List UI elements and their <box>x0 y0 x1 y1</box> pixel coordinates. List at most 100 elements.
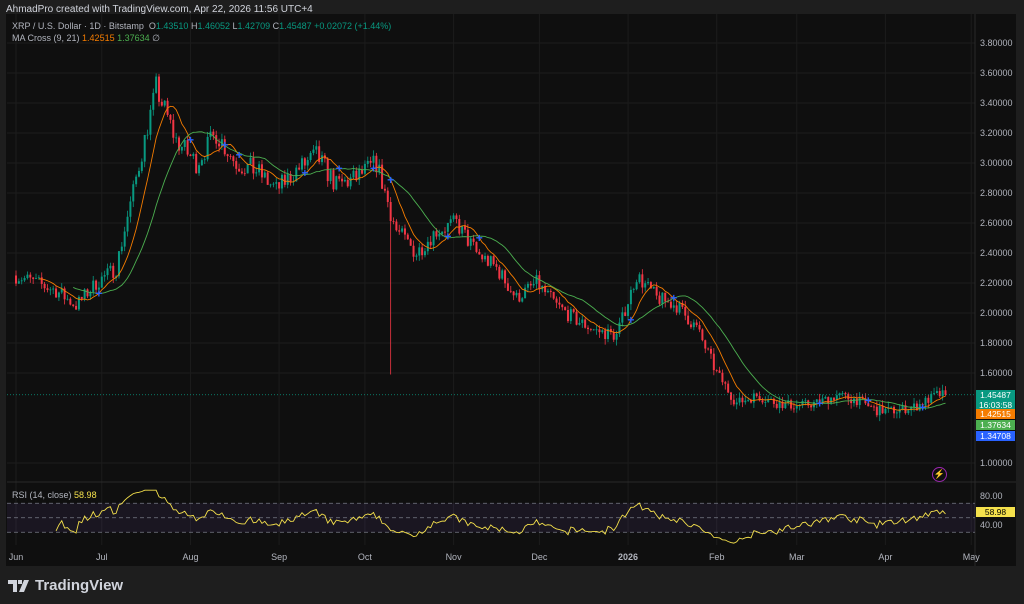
candle-body <box>438 234 441 237</box>
ma-cross-marker: + <box>387 173 394 187</box>
candle-body <box>149 109 152 135</box>
candle-body <box>598 329 601 333</box>
candle-body <box>852 398 855 404</box>
candle-body <box>412 245 415 257</box>
candle-body <box>870 406 873 408</box>
x-tick-label: Oct <box>358 552 373 562</box>
candle-body <box>778 401 781 408</box>
candle-body <box>455 215 458 220</box>
y-tick-label: 2.60000 <box>980 218 1013 228</box>
candle-body <box>569 309 572 322</box>
candle-body <box>272 183 275 185</box>
candle-body <box>135 176 138 185</box>
candle-body <box>175 137 178 139</box>
candle-body <box>46 288 49 290</box>
candle-body <box>704 340 707 349</box>
candle-body <box>355 170 358 180</box>
candle-body <box>632 289 635 291</box>
candle-body <box>772 398 775 404</box>
candle-body <box>489 256 492 266</box>
candle-body <box>775 403 778 408</box>
candle-body <box>386 190 389 202</box>
candle-body <box>143 134 146 162</box>
candle-body <box>392 221 395 222</box>
candle-body <box>129 201 132 217</box>
candle-body <box>509 290 512 292</box>
candle-body <box>644 283 647 288</box>
candle-body <box>901 405 904 410</box>
candle-body <box>286 174 289 185</box>
candle-body <box>103 275 106 277</box>
lightning-icon[interactable]: ⚡ <box>932 467 947 482</box>
candle-body <box>263 172 266 178</box>
candle-body <box>186 140 189 155</box>
candle-body <box>369 160 372 163</box>
candle-body <box>858 396 861 406</box>
candle-body <box>137 170 140 177</box>
y-tick-label: 3.20000 <box>980 128 1013 138</box>
candle-body <box>238 168 241 172</box>
candle-body <box>935 391 938 394</box>
candle-body <box>301 158 303 170</box>
ma-cross-marker: + <box>221 138 228 152</box>
low-value: 1.42709 <box>237 21 271 31</box>
candle-body <box>72 304 75 306</box>
y-tick-label: 3.40000 <box>980 98 1013 108</box>
ma-label: MA Cross (9, 21) <box>12 33 80 43</box>
candle-body <box>587 327 589 330</box>
candle-body <box>60 288 63 293</box>
candle-body <box>17 281 20 284</box>
candle-body <box>401 228 404 232</box>
candle-body <box>747 400 750 401</box>
candle-body <box>461 225 464 234</box>
ma-slow-line <box>73 131 946 409</box>
candle-body <box>63 288 66 300</box>
candle-body <box>941 390 944 397</box>
candle-body <box>40 277 43 284</box>
candle-body <box>904 405 907 414</box>
rsi-legend[interactable]: RSI (14, close) 58.98 <box>12 490 97 500</box>
candle-body <box>501 270 504 279</box>
x-tick-label: Dec <box>531 552 548 562</box>
candle-body <box>841 393 844 394</box>
candle-body <box>844 393 847 394</box>
candle-body <box>830 397 833 404</box>
candle-body <box>881 405 884 414</box>
candle-body <box>37 277 40 279</box>
candle-body <box>810 405 813 408</box>
candle-body <box>804 400 807 402</box>
candle-body <box>752 393 755 403</box>
ma-cross-marker: + <box>919 401 926 415</box>
candle-body <box>126 216 129 232</box>
candle-body <box>701 329 704 341</box>
candle-body <box>546 290 549 293</box>
candle-body <box>200 160 203 166</box>
candle-body <box>32 277 35 279</box>
tv-logo-icon <box>8 579 29 592</box>
candle-body <box>498 266 501 279</box>
candle-body <box>675 305 678 313</box>
candle-body <box>801 400 804 406</box>
y-tick-label: 1.00000 <box>980 458 1013 468</box>
ma-cross-marker: + <box>187 133 194 147</box>
candle-body <box>938 391 941 397</box>
ma-legend[interactable]: MA Cross (9, 21) 1.42515 1.37634 ∅ <box>12 32 391 44</box>
tradingview-logo[interactable]: TradingView <box>8 577 123 594</box>
candle-body <box>721 372 724 383</box>
candle-body <box>750 400 753 403</box>
candle-body <box>709 348 712 354</box>
candle-body <box>218 143 221 147</box>
candle-body <box>309 152 312 161</box>
candle-body <box>572 309 575 312</box>
candle-body <box>172 119 175 138</box>
candle-body <box>229 156 232 157</box>
ma-cross-marker: + <box>476 231 483 245</box>
candle-body <box>712 353 715 371</box>
candle-body <box>246 164 249 174</box>
candle-body <box>303 158 306 166</box>
candle-body <box>444 231 446 233</box>
candle-body <box>469 238 472 246</box>
candle-body <box>627 304 630 316</box>
candle-body <box>452 215 455 220</box>
